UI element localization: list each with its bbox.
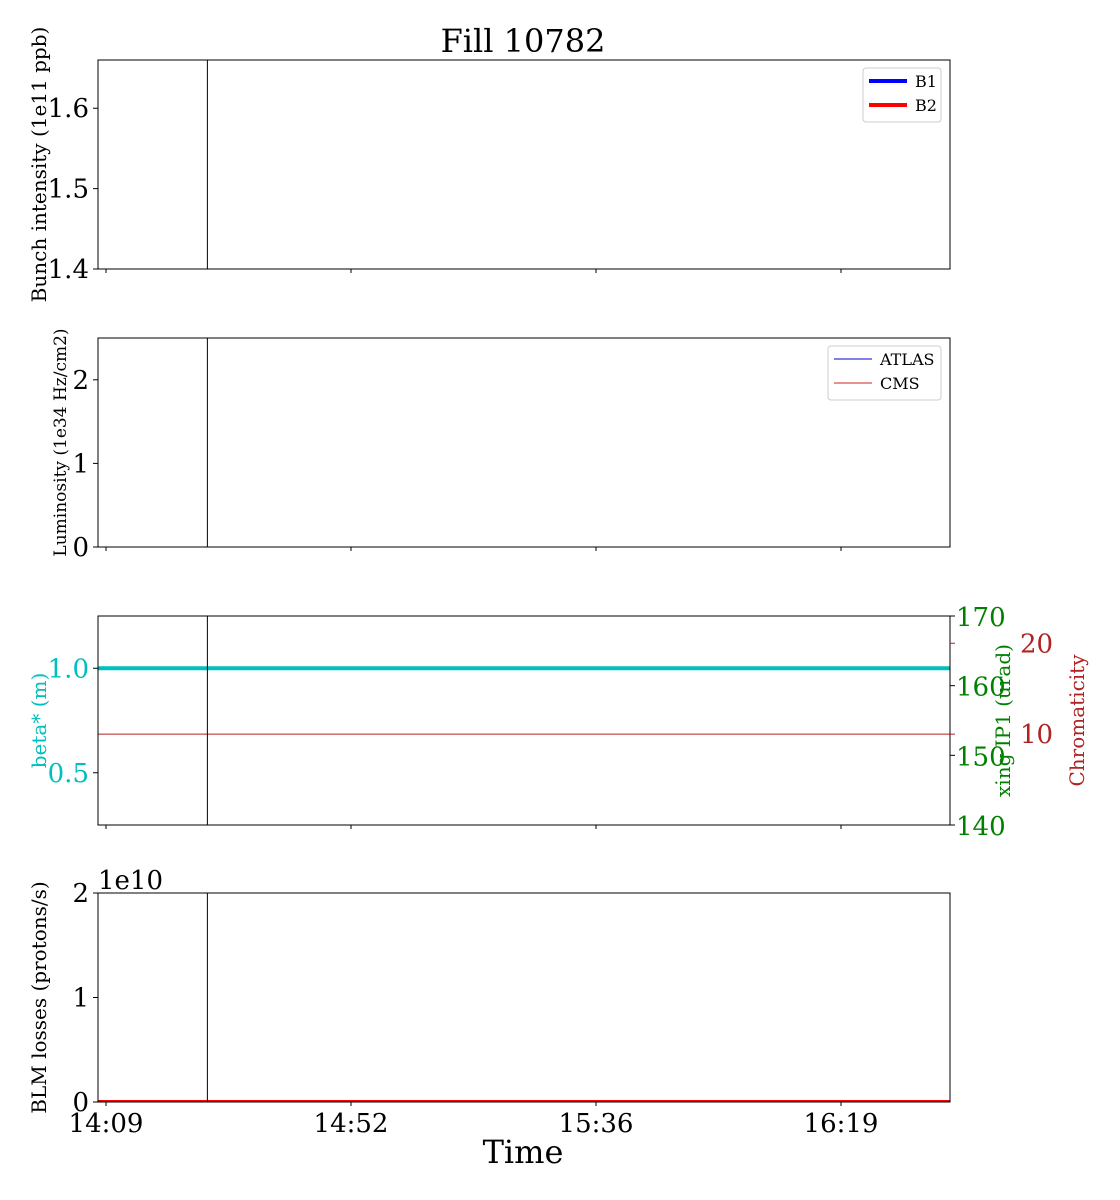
xing-axis-label: xing IP1 (urad) [991, 644, 1015, 797]
legend: ATLAS CMS [827, 345, 942, 401]
y-axis-label: Luminosity (1e34 Hz/cm2) [51, 328, 71, 556]
y-tick-label: 1 [72, 449, 89, 479]
y-axis-label: beta* (m) [27, 673, 51, 769]
right-tick-label: 140 [956, 812, 1006, 842]
chromaticity-axis-label: Chromaticity [1065, 654, 1089, 787]
y-tick-label: 1 [72, 984, 89, 1014]
y-tick-label: 1.0 [48, 654, 89, 684]
legend-label: CMS [880, 374, 920, 393]
y-tick-label: 1.6 [48, 94, 89, 124]
plot-frame [97, 892, 951, 1103]
y-tick-label: 1.5 [48, 175, 89, 205]
right-tick-label: 160 [956, 673, 1006, 703]
x-axis-label: Time [483, 1133, 564, 1171]
chroma-tick-label: 10 [1020, 720, 1053, 750]
y-tick-label: 0.5 [48, 759, 89, 789]
y-tick-label: 0 [72, 533, 89, 563]
panel-4: 14:09 14:52 15:36 16:19 0 1 2 BLM losses (proto… [27, 866, 951, 1139]
right-tick-label: 150 [956, 742, 1006, 772]
chroma-tick-label: 20 [1020, 629, 1053, 659]
y-tick-label: 2 [72, 366, 89, 396]
legend-label: B2 [915, 96, 937, 115]
y-axis-label: BLM losses (protons/s) [27, 881, 51, 1113]
y-axis-label: Bunch intensity (1e11 ppb) [27, 27, 51, 303]
y-tick-label: 0 [72, 1088, 89, 1118]
plot-area [98, 616, 950, 825]
y-tick-label: 1.4 [48, 255, 89, 285]
plot-frame [97, 615, 951, 826]
right-tick-label: 170 [956, 603, 1006, 633]
x-tick-label: 14:09 [69, 1109, 144, 1139]
x-tick-label: 16:19 [804, 1109, 879, 1139]
figure-title: Fill 10782 [441, 22, 606, 60]
legend-label: B1 [915, 72, 937, 91]
y-tick-label: 2 [72, 879, 89, 909]
plot-area [104, 338, 950, 547]
x-tick-label: 14:52 [314, 1109, 389, 1139]
plot-area [98, 893, 950, 1102]
y-offset-text: 1e10 [98, 866, 163, 896]
legend-label: ATLAS [879, 350, 935, 369]
x-tick-label: 15:36 [559, 1109, 634, 1139]
plot-frame [97, 59, 951, 270]
plot-frame [97, 337, 951, 548]
